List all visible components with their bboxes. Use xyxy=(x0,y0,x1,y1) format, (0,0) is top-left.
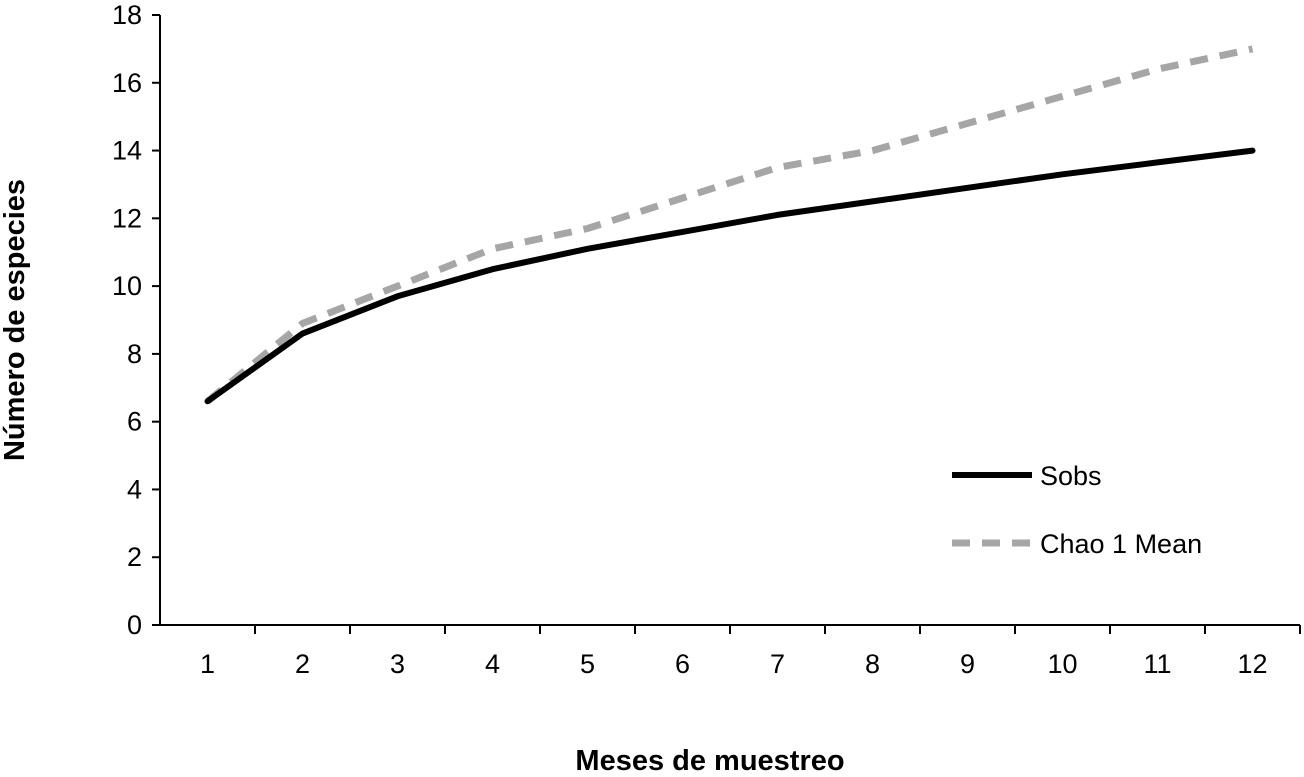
x-tick-label: 9 xyxy=(960,649,975,679)
x-axis-ticks: 1 2 3 4 5 6 7 8 9 10 11 12 xyxy=(200,625,1301,679)
y-axis-ticks: 0 2 4 6 8 10 12 14 16 18 xyxy=(112,0,160,640)
y-tick-label: 12 xyxy=(112,203,142,233)
x-tick-label: 2 xyxy=(295,649,310,679)
x-tick-label: 6 xyxy=(675,649,690,679)
y-tick-label: 0 xyxy=(127,610,142,640)
x-tick-label: 11 xyxy=(1143,649,1171,679)
x-tick-label: 7 xyxy=(770,649,785,679)
x-tick-label: 4 xyxy=(485,649,500,679)
x-axis-title: Meses de muestreo xyxy=(575,745,844,777)
x-tick-label: 10 xyxy=(1047,649,1077,679)
x-tick-label: 8 xyxy=(865,649,880,679)
series-line-sobs xyxy=(204,147,1256,405)
y-axis-title: Número de especies xyxy=(0,179,31,461)
x-tick-label: 3 xyxy=(390,649,405,679)
series-line-chao1 xyxy=(205,45,1254,405)
y-tick-label: 14 xyxy=(112,136,142,166)
y-tick-label: 6 xyxy=(127,407,142,437)
y-tick-label: 8 xyxy=(127,339,142,369)
y-tick-label: 2 xyxy=(127,542,142,572)
x-tick-label: 12 xyxy=(1237,649,1267,679)
legend: Sobs Chao 1 Mean xyxy=(952,461,1202,559)
y-tick-label: 16 xyxy=(112,68,142,98)
y-tick-label: 4 xyxy=(127,474,142,504)
legend-label-sobs: Sobs xyxy=(1040,461,1102,491)
x-tick-label: 1 xyxy=(200,649,215,679)
x-tick-label: 5 xyxy=(580,649,595,679)
y-tick-label: 10 xyxy=(112,271,142,301)
legend-label-chao1: Chao 1 Mean xyxy=(1040,529,1202,559)
series-lines xyxy=(204,45,1256,405)
y-tick-label: 18 xyxy=(112,0,142,30)
